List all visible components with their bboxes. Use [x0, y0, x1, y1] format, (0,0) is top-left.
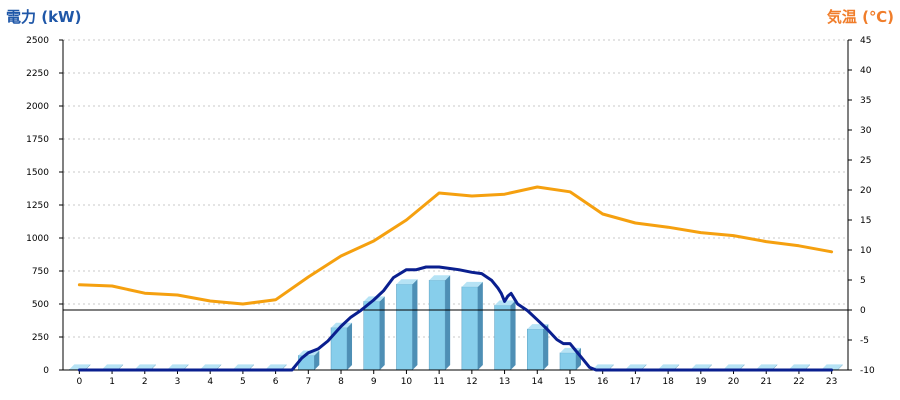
- x-tick-label: 14: [532, 377, 544, 387]
- left-tick-label: 250: [32, 333, 49, 343]
- left-tick-label: 1250: [26, 201, 49, 211]
- bar-side: [837, 364, 843, 370]
- left-tick-label: 500: [32, 300, 49, 310]
- right-tick-label: -10: [860, 366, 875, 376]
- left-tick-label: 2250: [26, 69, 49, 79]
- right-tick-label: -5: [860, 336, 869, 346]
- x-tick-label: 5: [240, 377, 246, 387]
- bar-top: [102, 364, 124, 370]
- right-tick-label: 0: [860, 306, 866, 316]
- bar-top: [69, 364, 91, 370]
- x-tick-label: 6: [273, 377, 279, 387]
- right-tick-label: 45: [860, 36, 871, 46]
- x-tick-label: 13: [499, 377, 510, 387]
- bar-side: [412, 279, 418, 370]
- x-tick-label: 11: [433, 377, 444, 387]
- bar: [461, 286, 479, 371]
- bar-top: [592, 364, 614, 370]
- x-tick-label: 19: [695, 377, 707, 387]
- bar: [396, 283, 413, 371]
- bar-side: [314, 350, 320, 370]
- right-tick-label: 35: [860, 96, 871, 106]
- bar-top: [821, 364, 843, 370]
- bar-side: [477, 281, 483, 370]
- right-tick-label: 25: [860, 156, 871, 166]
- x-tick-label: 9: [371, 377, 377, 387]
- x-tick-label: 23: [826, 377, 837, 387]
- left-tick-label: 2000: [26, 102, 49, 112]
- bar-top: [788, 364, 810, 370]
- right-tick-label: 15: [860, 216, 871, 226]
- left-tick-label: 2500: [26, 36, 49, 46]
- x-tick-label: 20: [728, 377, 740, 387]
- bar-top: [723, 364, 745, 370]
- x-tick-label: 8: [338, 377, 344, 387]
- x-tick-label: 17: [630, 377, 641, 387]
- right-tick-label: 5: [860, 276, 866, 286]
- bar-top: [658, 364, 680, 370]
- bar-top: [396, 279, 418, 285]
- x-tick-label: 0: [76, 377, 82, 387]
- bar-top: [265, 364, 287, 370]
- bar-side: [543, 324, 549, 370]
- x-tick-label: 21: [761, 377, 772, 387]
- left-axis-label: 電力 (kW): [6, 8, 82, 26]
- bar-top: [232, 364, 254, 370]
- bar-top: [690, 364, 712, 370]
- x-tick-label: 10: [401, 377, 413, 387]
- bar-top: [134, 364, 156, 370]
- left-tick-label: 750: [32, 267, 49, 277]
- right-tick-label: 10: [860, 246, 872, 256]
- left-tick-label: 1750: [26, 135, 49, 145]
- x-tick-label: 1: [109, 377, 115, 387]
- right-tick-label: 20: [860, 186, 872, 196]
- bar: [559, 352, 577, 371]
- bar-top: [167, 364, 189, 370]
- bar-top: [756, 364, 778, 370]
- bar-top: [200, 364, 222, 370]
- x-tick-label: 3: [175, 377, 181, 387]
- bar: [527, 328, 544, 371]
- bar-top: [461, 281, 483, 287]
- x-tick-label: 18: [662, 377, 674, 387]
- x-tick-label: 12: [466, 377, 477, 387]
- bar-side: [510, 300, 516, 370]
- temperature-line: [77, 185, 834, 306]
- x-tick-label: 4: [207, 377, 213, 387]
- left-tick-label: 1000: [26, 234, 49, 244]
- bar-top: [625, 364, 647, 370]
- right-tick-label: 30: [860, 126, 872, 136]
- left-tick-label: 1500: [26, 168, 49, 178]
- x-tick-label: 2: [142, 377, 148, 387]
- bar-side: [379, 296, 385, 370]
- right-tick-label: 40: [860, 66, 872, 76]
- x-tick-label: 16: [597, 377, 609, 387]
- left-tick-label: 0: [43, 366, 49, 376]
- right-axis-label: 気温 (℃): [826, 8, 894, 26]
- bar: [494, 305, 511, 371]
- bar-top: [429, 275, 451, 281]
- x-tick-label: 15: [564, 377, 575, 387]
- x-tick-label: 7: [305, 377, 311, 387]
- bar: [428, 279, 446, 371]
- power-line: [77, 265, 834, 372]
- bar-side: [445, 275, 451, 370]
- bar-side: [347, 322, 353, 370]
- x-tick-label: 22: [793, 377, 804, 387]
- bar: [363, 301, 380, 371]
